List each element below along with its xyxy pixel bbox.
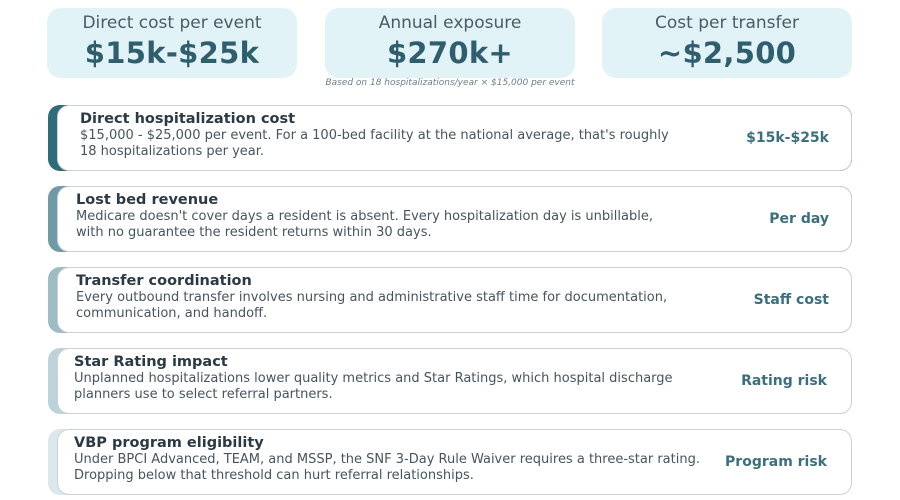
card-body: Lost bed revenue Medicare doesn't cover …: [57, 186, 852, 252]
card-tag: Per day: [769, 211, 829, 227]
card-title: VBP program eligibility: [74, 435, 264, 451]
card-tag: Staff cost: [753, 292, 829, 308]
cost-card-vbp-eligibility: VBP program eligibility Under BPCI Advan…: [48, 429, 852, 495]
cost-card-direct-hospitalization: Direct hospitalization cost $15,000 - $2…: [48, 105, 852, 171]
card-title: Lost bed revenue: [76, 192, 219, 208]
cost-card-star-rating: Star Rating impact Unplanned hospitaliza…: [48, 348, 852, 414]
cost-card-lost-bed-revenue: Lost bed revenue Medicare doesn't cover …: [48, 186, 852, 252]
stat-card-cost-per-transfer: Cost per transfer ~$2,500: [602, 8, 852, 78]
card-body: Star Rating impact Unplanned hospitaliza…: [57, 348, 852, 414]
card-body: VBP program eligibility Under BPCI Advan…: [57, 429, 852, 495]
stat-value: $15k-$25k: [84, 36, 260, 70]
card-description: Medicare doesn't cover days a resident i…: [76, 209, 653, 240]
card-tag: $15k-$25k: [746, 130, 829, 146]
stat-label: Cost per transfer: [655, 13, 799, 33]
cost-card-transfer-coordination: Transfer coordination Every outbound tra…: [48, 267, 852, 333]
annual-exposure-footnote: Based on 18 hospitalizations/year × $15,…: [325, 78, 575, 88]
card-description: Every outbound transfer involves nursing…: [76, 290, 668, 321]
card-body: Transfer coordination Every outbound tra…: [57, 267, 852, 333]
card-description: Unplanned hospitalizations lower quality…: [74, 371, 673, 402]
card-title: Transfer coordination: [76, 273, 252, 289]
card-body: Direct hospitalization cost $15,000 - $2…: [57, 105, 852, 171]
stat-label: Annual exposure: [378, 13, 522, 33]
card-title: Star Rating impact: [74, 354, 228, 370]
card-description: $15,000 - $25,000 per event. For a 100-b…: [80, 128, 669, 159]
stat-card-direct-cost: Direct cost per event $15k-$25k: [47, 8, 297, 78]
card-tag: Rating risk: [741, 373, 827, 389]
stat-value: $270k+: [386, 36, 514, 70]
stat-value: ~$2,500: [657, 36, 797, 70]
card-title: Direct hospitalization cost: [80, 111, 296, 127]
stat-label: Direct cost per event: [82, 13, 262, 33]
stat-card-annual-exposure: Annual exposure $270k+: [325, 8, 575, 78]
card-tag: Program risk: [725, 454, 827, 470]
card-description: Under BPCI Advanced, TEAM, and MSSP, the…: [74, 452, 700, 483]
